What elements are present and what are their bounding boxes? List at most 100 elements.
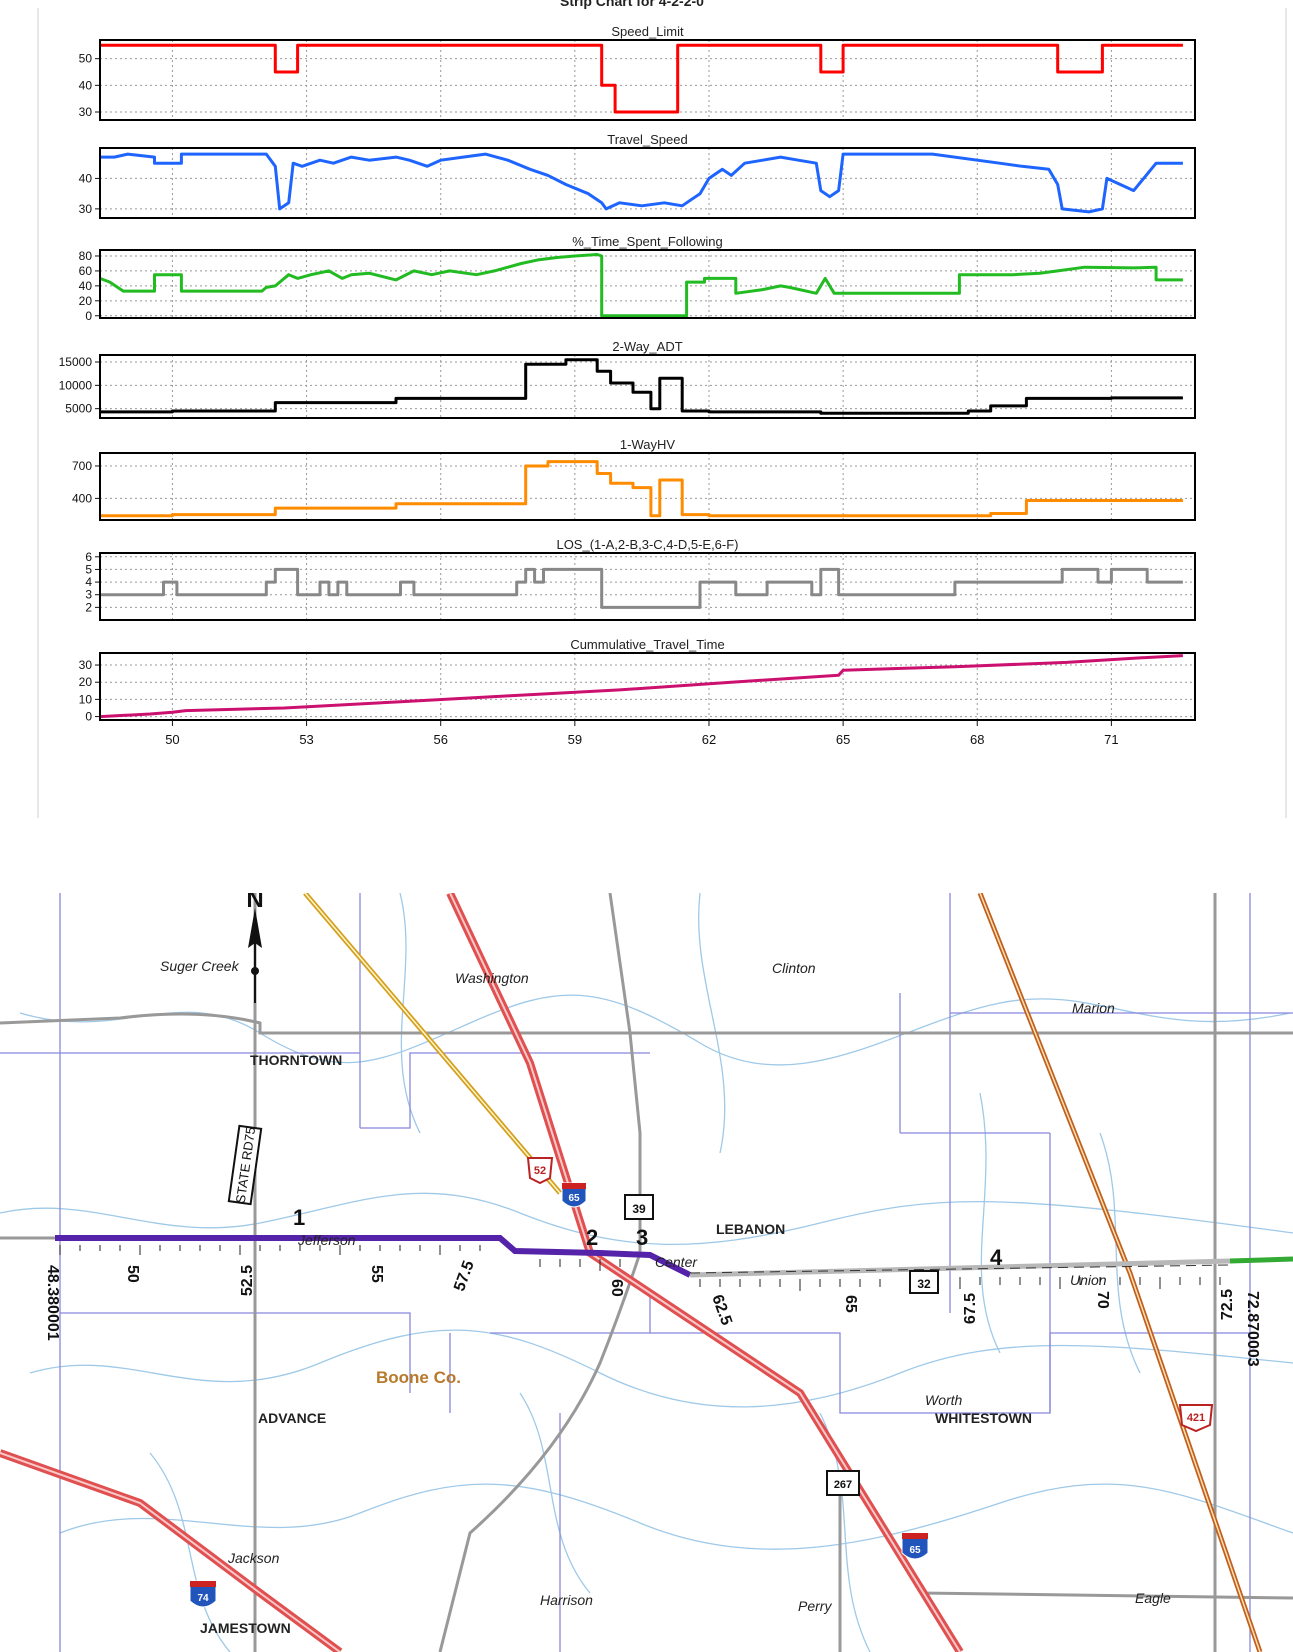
x-tick-label: 71 (1104, 732, 1118, 747)
panel-title: %_Time_Spent_Following (572, 234, 723, 249)
mile-label: 55 (368, 1265, 385, 1283)
place-center: Center (655, 1254, 698, 1270)
y-tick-label: 10 (79, 692, 93, 706)
y-tick-label: 20 (79, 294, 93, 308)
place-clinton: Clinton (772, 960, 816, 976)
place-eagle: Eagle (1135, 1590, 1171, 1606)
mile-label: 65 (842, 1295, 859, 1313)
place-thorntown: THORNTOWN (250, 1052, 342, 1068)
place-worth: Worth (925, 1392, 963, 1408)
place-jackson: Jackson (227, 1550, 280, 1566)
route-map-svg: N 52 65 39 32 267 421 (0, 893, 1293, 1652)
panel-frame (99, 552, 1196, 621)
x-tick-label: 50 (165, 732, 179, 747)
x-tick-label: 59 (568, 732, 582, 747)
y-tick-label: 0 (85, 309, 92, 323)
panel-title: Speed_Limit (611, 24, 684, 39)
route-marker-3: 3 (636, 1225, 648, 1250)
panel-frame (99, 39, 1196, 121)
mile-label: 52.5 (239, 1265, 256, 1296)
y-tick-label: 2 (85, 600, 92, 614)
route-markers: 1 2 3 4 (293, 1205, 1003, 1270)
place-boone-co: Boone Co. (376, 1368, 461, 1387)
route-segment-green (1229, 1256, 1293, 1264)
y-tick-label: 50 (79, 52, 93, 66)
y-tick-label: 30 (79, 658, 93, 672)
strip-panel: 1-WayHV 400 700 (72, 437, 1196, 521)
strip-panel: Speed_Limit 30 40 50 (79, 24, 1196, 121)
y-tick-label: 30 (79, 105, 93, 119)
series-line (100, 358, 1183, 415)
place-suger-creek: Suger Creek (160, 958, 240, 974)
series-line (100, 152, 1183, 214)
route-marker-1: 1 (293, 1205, 305, 1230)
i65-shield-south: 65 (901, 1532, 929, 1560)
route-map: N 52 65 39 32 267 421 (0, 893, 1293, 1652)
i74-shield: 74 (189, 1580, 217, 1608)
mile-label: 60 (608, 1279, 625, 1297)
place-perry: Perry (798, 1598, 832, 1614)
route-marker-4: 4 (990, 1245, 1003, 1270)
svg-text:32: 32 (917, 1277, 931, 1291)
mile-ticks (59, 1245, 1221, 1291)
strip-chart-title: Strip Chart for 4-2-2-0 (560, 0, 704, 9)
i65-shield-north: 65 (561, 1182, 587, 1208)
y-tick-label: 400 (72, 491, 92, 505)
svg-text:74: 74 (197, 1593, 209, 1604)
y-tick-label: 40 (79, 279, 93, 293)
mile-label: 72.5 (1219, 1289, 1236, 1320)
route-segment-gray (689, 1258, 1231, 1278)
place-jefferson: Jefferson (297, 1232, 356, 1248)
place-harrison: Harrison (540, 1592, 593, 1608)
strip-panel: Travel_Speed 30 40 (79, 132, 1196, 219)
svg-text:421: 421 (1187, 1412, 1205, 1424)
place-union: Union (1070, 1272, 1107, 1288)
y-tick-label: 80 (79, 249, 93, 263)
y-tick-label: 30 (79, 202, 93, 216)
series-line (100, 43, 1183, 114)
series-line (100, 567, 1183, 609)
svg-text:267: 267 (834, 1479, 852, 1491)
place-marion: Marion (1072, 1000, 1115, 1016)
y-tick-label: 3 (85, 588, 92, 602)
strip-panel: Cummulative_Travel_Time 0 10 20 30 (79, 637, 1196, 724)
y-tick-label: 20 (79, 675, 93, 689)
place-lebanon: LEBANON (716, 1221, 785, 1237)
svg-text:52: 52 (534, 1165, 546, 1177)
series-line (99, 253, 1183, 318)
y-tick-label: 40 (79, 171, 93, 185)
strip-chart: Strip Chart for 4-2-2-0 Speed_Limit30405… (37, 0, 1287, 818)
place-washington: Washington (455, 970, 529, 986)
series-line (99, 654, 1183, 719)
panel-title: Cummulative_Travel_Time (570, 637, 724, 652)
series-line (100, 460, 1183, 518)
panel-title: 1-WayHV (620, 437, 675, 452)
svg-text:39: 39 (632, 1202, 646, 1216)
mile-label: 67.5 (962, 1293, 979, 1324)
x-tick-label: 68 (970, 732, 984, 747)
route-marker-2: 2 (586, 1225, 598, 1250)
place-jamestown: JAMESTOWN (200, 1620, 291, 1636)
mile-label: 50 (124, 1265, 141, 1283)
y-tick-label: 15000 (59, 355, 93, 369)
x-tick-label: 62 (702, 732, 716, 747)
panel-frame (99, 354, 1196, 419)
y-tick-label: 5000 (65, 402, 92, 416)
sr267-shield: 267 (826, 1470, 860, 1496)
place-whitestown: WHITESTOWN (935, 1410, 1032, 1426)
place-labels: Suger Creek Washington Clinton Marion TH… (160, 958, 1171, 1636)
mile-label-end: 72.870003 (1244, 1291, 1261, 1367)
svg-text:65: 65 (909, 1545, 921, 1556)
y-tick-label: 5 (85, 562, 92, 576)
y-tick-label: 6 (85, 550, 92, 564)
y-tick-label: 0 (85, 710, 92, 724)
north-label: N (246, 893, 263, 913)
state-rd75-label: STATE RD75 (227, 1124, 263, 1206)
x-tick-label: 53 (299, 732, 313, 747)
panel-title: LOS_(1-A,2-B,3-C,4-D,5-E,6-F) (556, 537, 738, 552)
us52-shield: 52 (526, 1157, 554, 1185)
panel-frame (99, 249, 1196, 319)
strip-chart-panel: Strip Chart for 4-2-2-0 Speed_Limit 30 40 5… (37, 0, 1287, 818)
strip-panel: 2-Way_ADT 5000 10000 15000 (59, 339, 1196, 419)
